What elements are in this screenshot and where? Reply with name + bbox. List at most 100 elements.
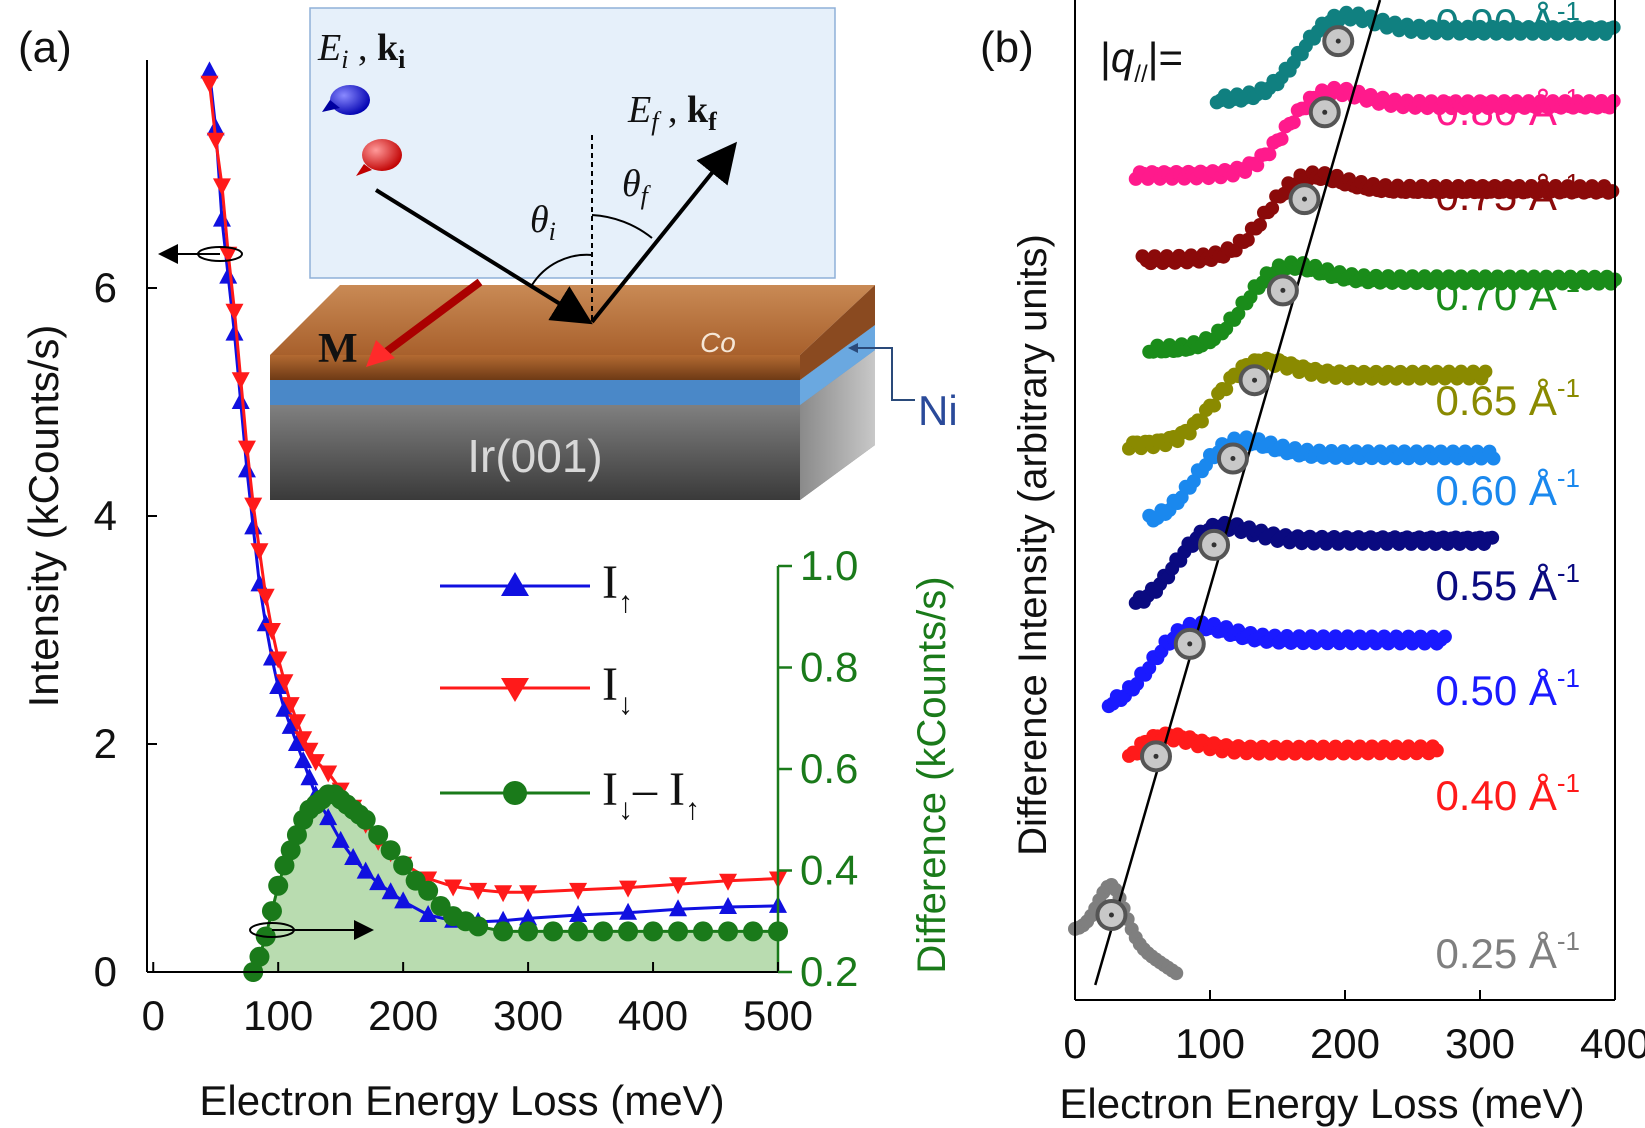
q-label-0.90: 0.90 Å-1 bbox=[1435, 0, 1580, 47]
peak-marker-center bbox=[1108, 912, 1114, 918]
panel-a-x-ticks: 0 100 200 300 400 500 bbox=[142, 962, 813, 1039]
panel-a-x-axis-label: Electron Energy Loss (meV) bbox=[199, 1077, 724, 1124]
data-point-down bbox=[269, 651, 288, 669]
panel-a-y2-ticks: 0.2 0.4 0.6 0.8 1.0 bbox=[778, 542, 858, 995]
panel-b-label: (b) bbox=[980, 23, 1034, 72]
data-point-down bbox=[212, 178, 231, 196]
q-series-0.40 bbox=[1122, 726, 1444, 763]
peak-marker-center bbox=[1230, 456, 1236, 462]
data-point-circle bbox=[668, 921, 689, 942]
data-point-up bbox=[269, 677, 288, 694]
y-tick-label: 0 bbox=[94, 948, 117, 995]
co-layer-label: Co bbox=[700, 327, 736, 358]
data-point bbox=[1265, 201, 1280, 216]
legend-triangle-down-icon bbox=[501, 678, 529, 702]
data-point-up bbox=[344, 848, 363, 865]
data-point-circle bbox=[261, 901, 282, 922]
data-point-down bbox=[619, 880, 638, 898]
data-point bbox=[1286, 115, 1301, 130]
q-series-0.70 bbox=[1142, 255, 1622, 359]
y-tick-label: 6 bbox=[94, 264, 117, 311]
data-point-circle bbox=[280, 840, 301, 861]
difference-area bbox=[253, 794, 779, 972]
incident-energy-label: Ei , ki bbox=[317, 27, 405, 74]
data-point-down bbox=[250, 543, 269, 561]
data-point bbox=[1478, 364, 1493, 379]
theta-i-label: θi bbox=[530, 199, 556, 246]
data-point-down bbox=[219, 246, 238, 264]
substrate-label: Ir(001) bbox=[467, 430, 602, 482]
data-point-circle bbox=[593, 921, 614, 942]
q-label-0.25: 0.25 Å-1 bbox=[1435, 926, 1580, 977]
data-point-down bbox=[287, 714, 306, 732]
theta-f-label: θf bbox=[622, 163, 652, 210]
x-tick-label: 200 bbox=[1310, 1020, 1380, 1067]
panel-a-label: (a) bbox=[18, 23, 72, 72]
y2-tick-label: 0.4 bbox=[800, 847, 858, 894]
data-point-up bbox=[381, 882, 400, 900]
data-point-up bbox=[569, 905, 588, 922]
data-point-down bbox=[669, 877, 688, 895]
q-label-0.80: 0.80 Å-1 bbox=[1435, 83, 1580, 134]
scattered-beam bbox=[590, 141, 738, 324]
data-point-up bbox=[294, 751, 313, 769]
q-series-0.90 bbox=[1209, 5, 1621, 110]
data-point-up bbox=[369, 873, 388, 891]
data-point bbox=[1174, 490, 1189, 505]
x-tick-label: 300 bbox=[1445, 1020, 1515, 1067]
data-point bbox=[1606, 94, 1621, 109]
scattered-energy-label: Ef , kf bbox=[627, 89, 717, 136]
data-point-circle bbox=[393, 855, 414, 876]
data-point bbox=[1262, 147, 1277, 162]
panel-a-y-ticks: 0 2 4 6 bbox=[94, 264, 157, 995]
data-point-down bbox=[231, 372, 250, 390]
data-point-up bbox=[225, 323, 244, 341]
ir-substrate-side bbox=[800, 350, 875, 500]
data-point-circle bbox=[286, 824, 307, 845]
data-point-circle bbox=[355, 809, 376, 830]
q-series-0.25 bbox=[1068, 878, 1184, 981]
panel-b-y-axis-label: Difference Intensity (arbitrary units) bbox=[1011, 234, 1055, 856]
peak-marker-center bbox=[1187, 641, 1193, 647]
data-point-circle bbox=[418, 880, 439, 901]
data-point-circle bbox=[518, 921, 539, 942]
data-point-up bbox=[319, 808, 338, 826]
data-point-up bbox=[287, 734, 306, 751]
difference-fill-area bbox=[253, 794, 779, 972]
data-point-up bbox=[356, 861, 375, 879]
x-tick-label: 500 bbox=[743, 992, 813, 1039]
svg-text:I↓– I↑: I↓– I↑ bbox=[602, 763, 700, 826]
data-point bbox=[1485, 530, 1500, 545]
data-point-circle bbox=[274, 855, 295, 876]
data-point-circle bbox=[543, 921, 564, 942]
legend-item-difference: I↓– I↑ bbox=[440, 763, 700, 826]
data-point bbox=[1219, 382, 1234, 397]
data-point-circle bbox=[718, 921, 739, 942]
x-tick-label: 0 bbox=[1063, 1020, 1086, 1067]
q-label-0.40: 0.40 Å-1 bbox=[1435, 768, 1580, 819]
electron-spin-up-icon bbox=[330, 85, 370, 115]
data-point bbox=[1605, 184, 1620, 199]
x-tick-label: 300 bbox=[493, 992, 563, 1039]
data-point bbox=[1231, 306, 1246, 321]
legend-item-spin-up: I↑ bbox=[440, 556, 633, 619]
data-point-up bbox=[331, 830, 350, 848]
ir-substrate-front bbox=[270, 350, 875, 500]
data-point-down bbox=[519, 885, 538, 903]
data-point-circle bbox=[268, 875, 289, 896]
data-point bbox=[1486, 451, 1501, 466]
peak-marker-center bbox=[1211, 542, 1217, 548]
series-2 bbox=[243, 784, 788, 982]
data-point-circle bbox=[568, 921, 589, 942]
data-point-circle bbox=[368, 824, 389, 845]
peak-marker-center bbox=[1302, 196, 1307, 202]
q-series-0.80 bbox=[1128, 80, 1621, 186]
legend-item-spin-down: I↓ bbox=[440, 658, 633, 721]
data-point-up bbox=[394, 891, 413, 909]
data-point bbox=[1429, 743, 1444, 758]
x-tick-label: 0 bbox=[142, 992, 165, 1039]
y2-tick-label: 0.8 bbox=[800, 644, 858, 691]
data-point-up bbox=[212, 209, 231, 227]
data-point-up bbox=[619, 902, 638, 920]
